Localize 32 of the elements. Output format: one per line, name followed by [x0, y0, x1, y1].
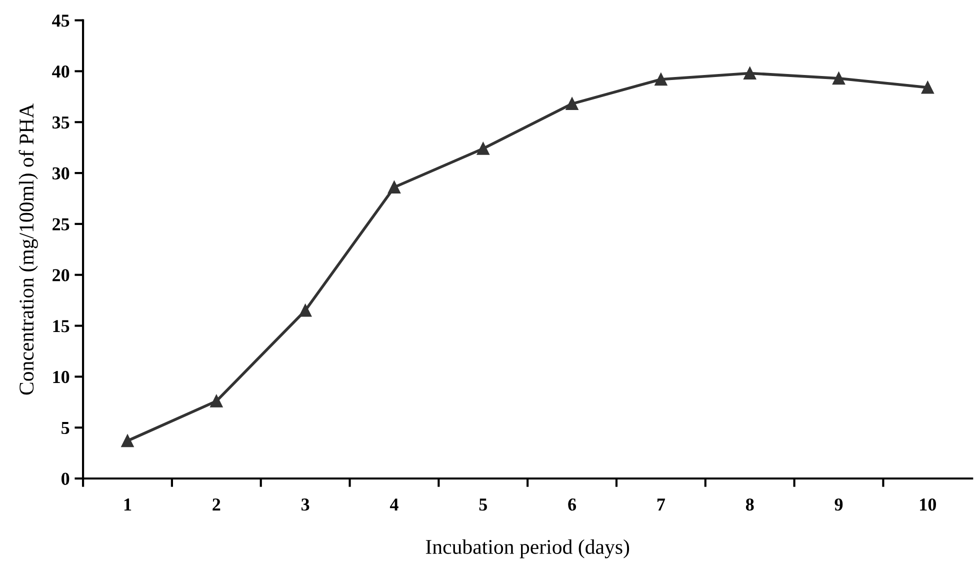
x-tick-label: 5: [479, 498, 487, 511]
point: [654, 73, 668, 86]
y-tick-label: 45: [52, 14, 70, 27]
point: [566, 98, 578, 110]
y-tick-label: 0: [62, 472, 70, 485]
x-axis-title: Incubation period (days): [426, 539, 630, 558]
x-tick-label: 2: [212, 498, 220, 510]
x-tick-label: 1: [124, 498, 132, 510]
x-tick-label: 4: [390, 498, 398, 510]
y-tick-label: 35: [52, 116, 70, 129]
y-axis-title: Concentration (mg/100ml) of PHA: [18, 103, 38, 395]
y-tick-label: 5: [62, 422, 70, 434]
x-tick-label: 7: [657, 498, 666, 510]
y-tick-label: 10: [53, 370, 70, 384]
point: [121, 434, 134, 448]
y-tick-label: 30: [52, 167, 70, 180]
x-tick-label: 10: [920, 498, 936, 511]
point: [744, 66, 756, 80]
y-tick-label: 20: [52, 269, 70, 282]
y-tick-label: 25: [52, 218, 70, 230]
point: [476, 142, 490, 155]
point: [299, 304, 312, 317]
x-tick-label: 3: [301, 498, 310, 511]
point: [832, 72, 846, 85]
y-tick-label: 15: [53, 320, 70, 332]
point: [921, 81, 934, 94]
point: [210, 394, 223, 408]
point: [388, 181, 400, 194]
x-tick-label: 6: [568, 498, 576, 511]
x-tick-label: 9: [834, 498, 843, 511]
y-tick-label: 40: [52, 65, 70, 78]
x-tick-label: 8: [746, 498, 754, 511]
